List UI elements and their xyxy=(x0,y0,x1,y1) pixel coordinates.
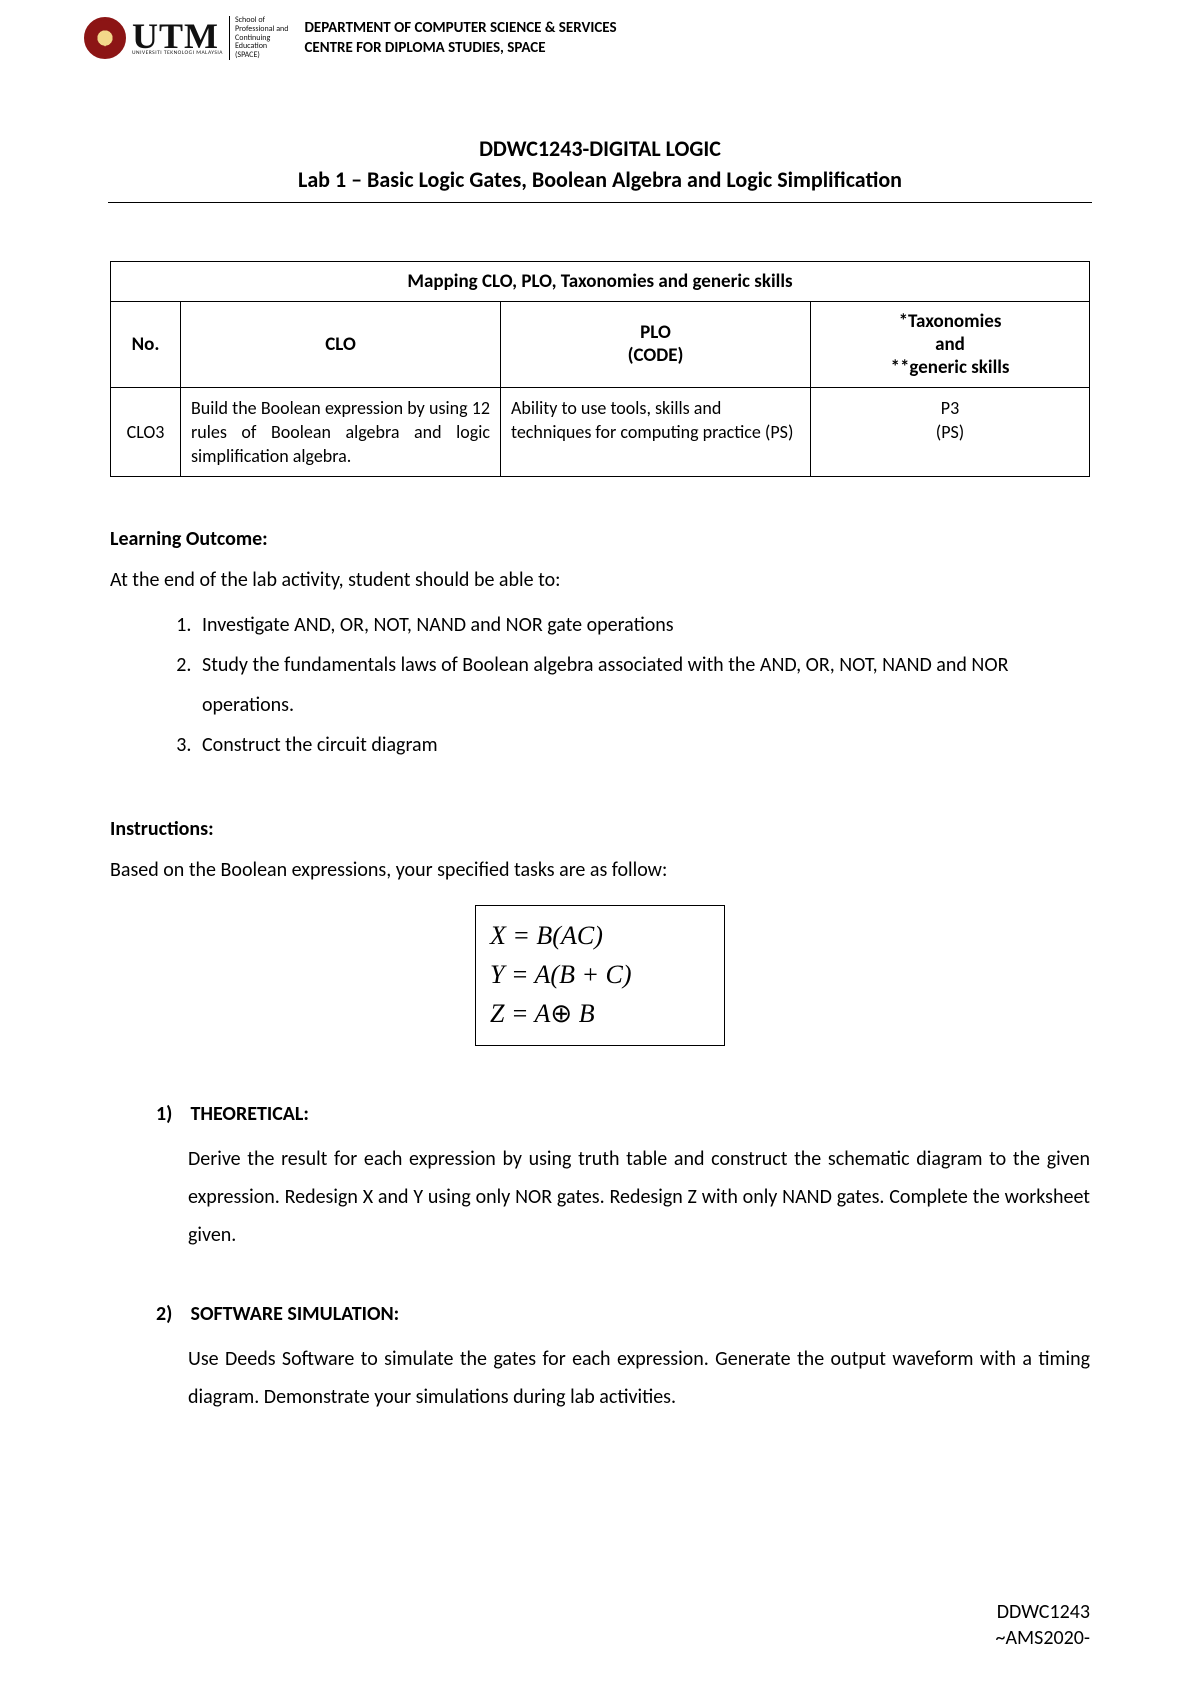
th-plo-l1: PLO xyxy=(511,321,800,344)
document-title: DDWC1243-DIGITAL LOGIC Lab 1 – Basic Log… xyxy=(110,134,1090,196)
task-body: Derive the result for each expression by… xyxy=(156,1140,1090,1254)
equations-box: X = B(AC) Y = A(B + C) Z = A⊕ B xyxy=(475,905,725,1046)
page-footer: DDWC1243 ~AMS2020- xyxy=(996,1599,1091,1651)
task-item: 1) THEORETICAL: Derive the result for ea… xyxy=(156,1102,1090,1254)
task-title: SOFTWARE SIMULATION: xyxy=(190,1302,399,1326)
utm-text: UTM xyxy=(132,20,223,52)
learning-outcome-heading: Learning Outcome: xyxy=(110,527,1090,551)
cell-tax-l2: (PS) xyxy=(821,420,1079,444)
equation-z: Z = A⊕ B xyxy=(490,994,710,1033)
task-item: 2) SOFTWARE SIMULATION: Use Deeds Softwa… xyxy=(156,1302,1090,1416)
letterhead: ۞ UTM UNIVERSITI TEKNOLOGI MALAYSIA Scho… xyxy=(84,16,1090,60)
dept-line2: CENTRE FOR DIPLOMA STUDIES, SPACE xyxy=(304,38,616,58)
tasks-list: 1) THEORETICAL: Derive the result for ea… xyxy=(110,1102,1090,1416)
th-plo: PLO (CODE) xyxy=(501,301,811,387)
instructions-heading: Instructions: xyxy=(110,817,1090,841)
list-item: Investigate AND, OR, NOT, NAND and NOR g… xyxy=(196,605,1090,645)
equation-y: Y = A(B + C) xyxy=(490,955,710,994)
lab-title: Lab 1 – Basic Logic Gates, Boolean Algeb… xyxy=(110,165,1090,196)
th-clo: CLO xyxy=(181,301,501,387)
task-number: 2) xyxy=(156,1302,172,1326)
eq-z-left: Z = A xyxy=(490,999,550,1028)
clo-plo-table: Mapping CLO, PLO, Taxonomies and generic… xyxy=(110,261,1090,478)
department-block: DEPARTMENT OF COMPUTER SCIENCE & SERVICE… xyxy=(304,18,616,59)
instructions-heading-text: Instructions xyxy=(110,817,208,841)
cell-tax: P3 (PS) xyxy=(811,387,1090,477)
list-item: Study the fundamentals laws of Boolean a… xyxy=(196,645,1090,725)
table-caption: Mapping CLO, PLO, Taxonomies and generic… xyxy=(111,261,1090,301)
learning-outcome-list: Investigate AND, OR, NOT, NAND and NOR g… xyxy=(110,605,1090,765)
th-tax-l1: *Taxonomies xyxy=(821,310,1079,333)
cell-plo: Ability to use tools, skills and techniq… xyxy=(501,387,811,477)
space-unit: School of Professional and Continuing Ed… xyxy=(229,16,288,60)
list-item: Construct the circuit diagram xyxy=(196,725,1090,765)
title-rule xyxy=(108,202,1092,203)
eq-z-right: B xyxy=(572,999,594,1028)
th-tax-l3: **generic skills xyxy=(821,356,1079,379)
task-number: 1) xyxy=(156,1102,172,1126)
utm-subtext: UNIVERSITI TEKNOLOGI MALAYSIA xyxy=(132,50,223,56)
footer-line1: DDWC1243 xyxy=(996,1599,1091,1625)
utm-seal-icon: ۞ xyxy=(84,17,126,59)
cell-clo: Build the Boolean expression by using 12… xyxy=(181,387,501,477)
space-line: (SPACE) xyxy=(235,51,288,60)
footer-line2: ~AMS2020- xyxy=(996,1625,1091,1651)
xor-icon: ⊕ xyxy=(550,999,572,1028)
instructions-intro: Based on the Boolean expressions, your s… xyxy=(110,855,1090,885)
learning-outcome-intro: At the end of the lab activity, student … xyxy=(110,565,1090,595)
cell-tax-l1: P3 xyxy=(821,396,1079,420)
dept-line1: DEPARTMENT OF COMPUTER SCIENCE & SERVICE… xyxy=(304,18,616,38)
cell-no: CLO3 xyxy=(111,387,181,477)
th-tax: *Taxonomies and **generic skills xyxy=(811,301,1090,387)
utm-wordmark: UTM UNIVERSITI TEKNOLOGI MALAYSIA xyxy=(132,20,223,56)
th-tax-l2: and xyxy=(821,333,1079,356)
utm-logo: ۞ UTM UNIVERSITI TEKNOLOGI MALAYSIA Scho… xyxy=(84,16,288,60)
task-body: Use Deeds Software to simulate the gates… xyxy=(156,1340,1090,1416)
table-row: CLO3 Build the Boolean expression by usi… xyxy=(111,387,1090,477)
page: ۞ UTM UNIVERSITI TEKNOLOGI MALAYSIA Scho… xyxy=(0,0,1200,1697)
th-plo-l2: (CODE) xyxy=(511,344,800,367)
equation-x: X = B(AC) xyxy=(490,916,710,955)
task-title: THEORETICAL: xyxy=(190,1102,308,1126)
course-code: DDWC1243-DIGITAL LOGIC xyxy=(110,134,1090,165)
th-no: No. xyxy=(111,301,181,387)
